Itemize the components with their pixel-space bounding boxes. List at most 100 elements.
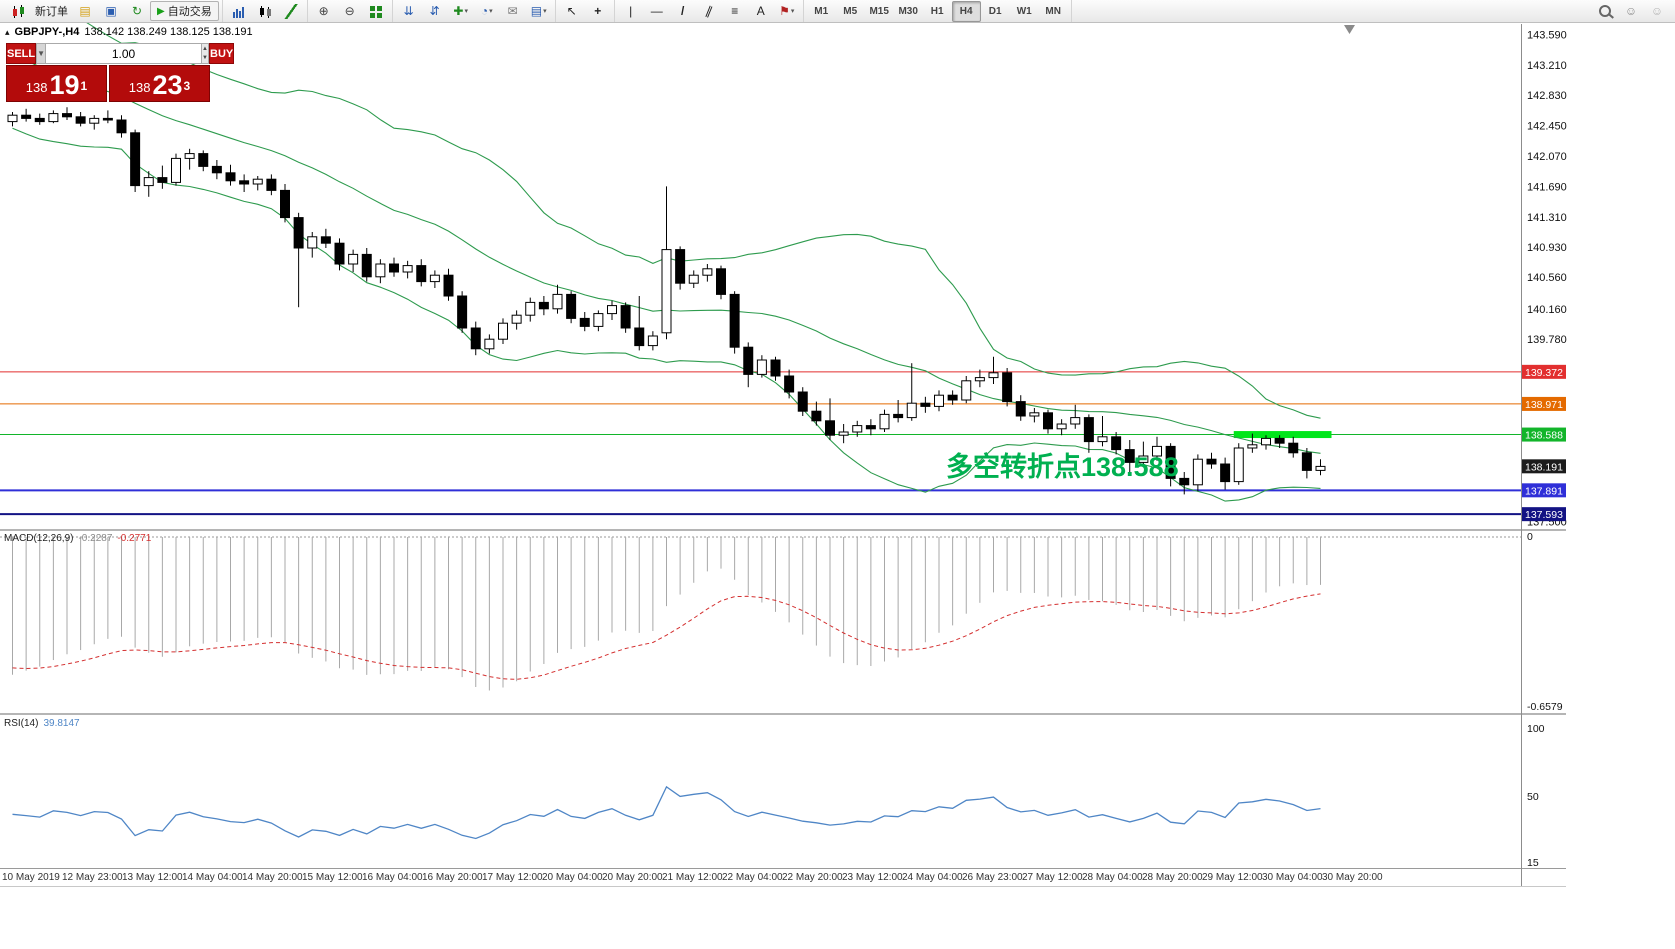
price-tick-label: 143.590 bbox=[1527, 29, 1567, 41]
candle bbox=[961, 376, 972, 404]
time-label: 20 May 04:00 bbox=[542, 872, 603, 883]
mail-icon[interactable]: ✉ bbox=[500, 1, 526, 22]
candle bbox=[1206, 452, 1217, 469]
candle bbox=[770, 356, 781, 381]
cursor-icon[interactable]: ↖ bbox=[559, 1, 585, 22]
splitter-main-macd[interactable] bbox=[0, 529, 1566, 531]
fibonacci-icon[interactable]: ≡ bbox=[722, 1, 748, 22]
trendline-icon[interactable]: / bbox=[670, 1, 696, 22]
timeframe-button-h1[interactable]: H1 bbox=[930, 5, 944, 17]
history-book-icon[interactable]: ▤ bbox=[72, 1, 98, 22]
volume-dropdown-button[interactable]: ▼ bbox=[36, 43, 47, 64]
candle bbox=[634, 296, 645, 351]
channel-icon[interactable]: ∥ bbox=[696, 1, 722, 22]
candle bbox=[675, 246, 686, 290]
candle bbox=[1247, 433, 1258, 453]
horizontal-line-icon[interactable]: — bbox=[644, 1, 670, 22]
candle bbox=[811, 401, 822, 426]
sell-price-big: 19 bbox=[49, 70, 80, 100]
candle bbox=[1152, 436, 1162, 461]
arrange-windows-icon-glyph: ⇊ bbox=[403, 3, 414, 18]
candle bbox=[1315, 459, 1326, 476]
template-icon[interactable]: ▤ ▾ bbox=[526, 1, 552, 22]
time-label: 13 May 12:00 bbox=[122, 872, 183, 883]
candle bbox=[1192, 454, 1203, 492]
bar-chart-icon[interactable] bbox=[226, 1, 252, 22]
dropdown-caret-icon: ▾ bbox=[489, 8, 493, 15]
sell-button[interactable]: SELL bbox=[6, 43, 37, 64]
arrange-windows-icon[interactable]: ⇊ bbox=[396, 1, 422, 22]
autotrade-button[interactable]: ▶ 自动交易 bbox=[150, 1, 219, 21]
toolbar-group: ⇊ ⇵ ✚ ▾ ◔ ▾ ✉ ▤ ▾ bbox=[393, 0, 556, 22]
price-tick-label: 142.070 bbox=[1527, 151, 1567, 163]
annotation-text[interactable]: 多空转折点138.588 bbox=[946, 451, 1179, 482]
vertical-line-icon[interactable]: | bbox=[618, 1, 644, 22]
candle bbox=[34, 113, 45, 125]
new-order-icon[interactable] bbox=[5, 1, 31, 22]
template-icon-glyph: ▤ bbox=[530, 3, 543, 18]
zoom-in-icon[interactable]: ⊕ bbox=[311, 1, 337, 22]
candle bbox=[1043, 409, 1053, 434]
period-icon[interactable]: ◔ ▾ bbox=[474, 1, 500, 22]
price-badge-bg bbox=[1522, 396, 1566, 411]
timeframe-button-mn[interactable]: MN bbox=[1045, 5, 1061, 17]
timeframe-button-m5[interactable]: M5 bbox=[843, 5, 858, 17]
candle bbox=[498, 318, 508, 344]
time-label: 30 May 20:00 bbox=[1322, 872, 1383, 883]
panel-collapse-button[interactable]: ▴ bbox=[5, 26, 10, 37]
refresh-icon-glyph: ↻ bbox=[131, 3, 143, 18]
tile-windows-icon[interactable] bbox=[363, 1, 389, 22]
add-indicator-icon[interactable]: ✚ ▾ bbox=[448, 1, 474, 22]
help-icon[interactable]: ☺ bbox=[1644, 1, 1670, 22]
zoom-out-icon[interactable]: ⊖ bbox=[337, 1, 363, 22]
cascade-windows-icon[interactable]: ⇵ bbox=[422, 1, 448, 22]
candle bbox=[130, 129, 141, 192]
chart-title: GBPJPY-,H4 bbox=[14, 26, 80, 38]
candle bbox=[893, 400, 904, 423]
line-chart-icon[interactable] bbox=[278, 1, 304, 22]
chart-window-icon[interactable]: ▣ bbox=[98, 1, 124, 22]
text-tool-icon[interactable]: A bbox=[748, 1, 774, 22]
candle bbox=[1261, 435, 1271, 450]
new-order-button[interactable]: 新订单 bbox=[35, 6, 68, 18]
crosshair-icon[interactable]: + bbox=[585, 1, 611, 22]
arrows-tool-icon[interactable]: ⚑ ▾ bbox=[774, 1, 800, 22]
chart-shift-marker[interactable] bbox=[1344, 25, 1355, 34]
timeframe-button-w1[interactable]: W1 bbox=[1016, 5, 1032, 17]
sell-price-display[interactable]: 138 19 1 bbox=[6, 65, 107, 102]
candle bbox=[375, 259, 386, 284]
volume-up-button[interactable]: ▲ bbox=[202, 45, 208, 52]
candle bbox=[252, 176, 263, 191]
refresh-icon[interactable]: ↻ bbox=[124, 1, 150, 22]
candle bbox=[1233, 443, 1244, 485]
rsi-label: RSI(14) 39.8147 bbox=[4, 718, 80, 729]
candle bbox=[62, 107, 72, 120]
timeframe-button-m30[interactable]: M30 bbox=[898, 5, 918, 17]
timeframe-button-h4[interactable]: H4 bbox=[951, 0, 981, 22]
rsi-axis-label: 50 bbox=[1527, 791, 1539, 803]
period-icon-glyph: ◔ bbox=[480, 3, 489, 18]
candle bbox=[906, 363, 917, 421]
timeframe-button-d1[interactable]: D1 bbox=[988, 5, 1002, 17]
community-icon[interactable]: ☺ bbox=[1618, 1, 1644, 22]
candle bbox=[1002, 368, 1013, 407]
splitter-macd-rsi[interactable] bbox=[0, 713, 1566, 715]
candle-chart-icon[interactable] bbox=[252, 1, 278, 22]
macd-histogram bbox=[12, 537, 1321, 691]
timeframe-button-m15[interactable]: M15 bbox=[869, 5, 889, 17]
candle bbox=[947, 390, 958, 405]
buy-button[interactable]: BUY bbox=[209, 43, 235, 64]
highlight-segment[interactable] bbox=[1233, 431, 1332, 439]
buy-price-display[interactable]: 138 23 3 bbox=[109, 65, 210, 102]
volume-down-button[interactable]: ▼ bbox=[202, 55, 208, 62]
community-icon-glyph: ☺ bbox=[1624, 3, 1638, 18]
price-tick-label: 141.310 bbox=[1527, 212, 1567, 224]
time-label: 22 May 20:00 bbox=[782, 872, 843, 883]
candle bbox=[21, 108, 32, 122]
candle bbox=[1056, 419, 1067, 436]
time-axis-top-border bbox=[0, 868, 1566, 869]
timeframe-button-m1[interactable]: M1 bbox=[814, 5, 829, 17]
search-icon[interactable] bbox=[1592, 1, 1618, 22]
volume-input[interactable] bbox=[46, 43, 203, 64]
